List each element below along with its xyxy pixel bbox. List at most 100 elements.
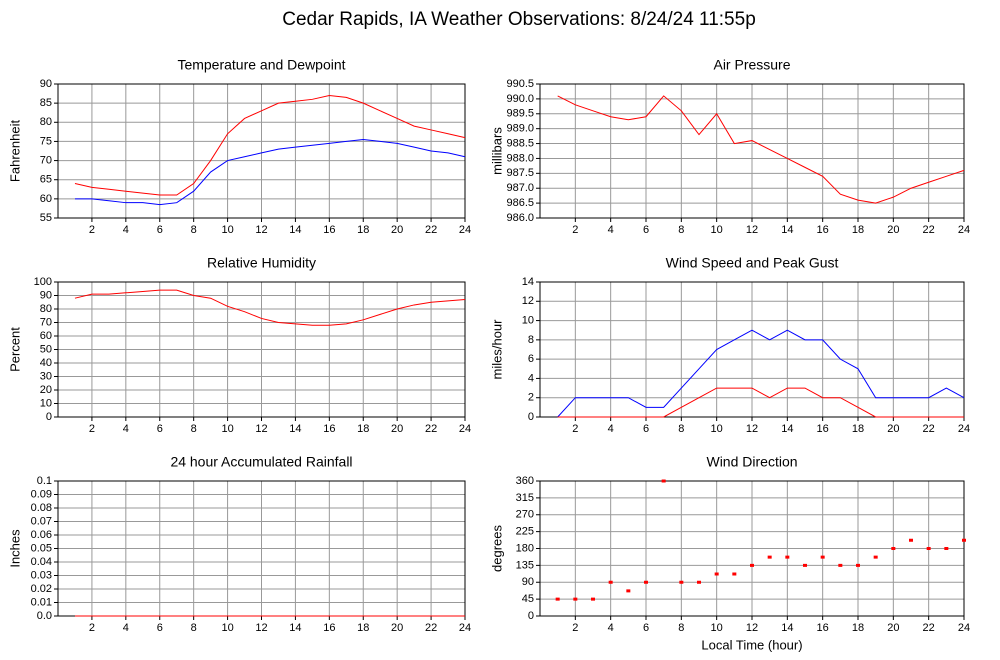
x-tick-label: 2 [572, 423, 578, 435]
x-tick-label: 10 [221, 423, 233, 435]
y-tick-label: 40 [40, 357, 52, 369]
x-tick-label: 6 [643, 622, 649, 634]
y-tick-label: 90 [40, 289, 52, 301]
panel-title: Air Pressure [713, 57, 790, 73]
y-tick-label: 988.5 [506, 137, 534, 149]
data-point [714, 572, 719, 576]
x-tick-label: 24 [958, 423, 970, 435]
y-tick-label: 14 [522, 276, 534, 288]
data-point [750, 563, 754, 567]
data-point [926, 547, 931, 550]
y-tick-label: 75 [40, 135, 52, 147]
x-tick-label: 18 [357, 622, 369, 634]
data-point [644, 580, 648, 584]
x-tick-label: 12 [746, 224, 758, 236]
x-tick-label: 24 [958, 224, 970, 236]
y-tick-label: 80 [40, 303, 52, 315]
x-tick-label: 4 [608, 224, 614, 236]
x-tick-label: 2 [572, 622, 578, 634]
y-tick-label: 0.09 [31, 488, 52, 500]
x-tick-label: 16 [817, 622, 829, 634]
y-tick-label: 0.05 [31, 542, 52, 554]
data-point [767, 555, 772, 559]
x-tick-label: 20 [391, 224, 403, 236]
data-point [573, 597, 578, 601]
x-tick-label: 8 [678, 622, 684, 634]
x-tick-label: 24 [459, 423, 471, 435]
x-tick-label: 4 [608, 622, 614, 634]
x-tick-label: 18 [357, 423, 369, 435]
x-tick-label: 22 [425, 224, 437, 236]
y-tick-label: 135 [516, 559, 534, 571]
y-tick-label: 90 [40, 78, 52, 90]
y-tick-label: 60 [40, 330, 52, 342]
x-tick-label: 2 [572, 224, 578, 236]
y-axis-label: Inches [7, 529, 22, 568]
x-tick-label: 14 [289, 622, 301, 634]
plot-frame [539, 480, 965, 617]
panel-title: Relative Humidity [207, 255, 316, 271]
y-tick-label: 55 [40, 212, 52, 224]
panel-title: Wind Speed and Peak Gust [666, 255, 839, 271]
x-tick-label: 22 [425, 423, 437, 435]
x-tick-label: 2 [89, 224, 95, 236]
x-tick-label: 18 [357, 224, 369, 236]
y-tick-label: 30 [40, 370, 52, 382]
x-tick-label: 10 [221, 622, 233, 634]
x-tick-label: 12 [746, 622, 758, 634]
data-line [557, 329, 965, 418]
x-tick-label: 8 [191, 423, 197, 435]
y-tick-label: 65 [40, 174, 52, 186]
x-tick-label: 8 [191, 224, 197, 236]
data-point [555, 597, 560, 601]
x-tick-label: 18 [852, 622, 864, 634]
x-tick-label: 6 [643, 423, 649, 435]
panel-title: Wind Direction [706, 454, 797, 470]
x-tick-label: 14 [781, 622, 793, 634]
x-tick-label: 18 [852, 423, 864, 435]
y-tick-label: 986.5 [506, 197, 534, 209]
y-tick-label: 0.01 [31, 596, 52, 608]
plot-frame [539, 281, 965, 418]
y-tick-label: 986.0 [506, 212, 534, 224]
data-point [838, 563, 843, 567]
y-tick-label: 70 [40, 316, 52, 328]
data-point [591, 597, 595, 601]
x-tick-label: 4 [123, 622, 129, 634]
x-tick-label: 10 [221, 224, 233, 236]
y-tick-label: 45 [522, 593, 534, 605]
y-tick-label: 987.0 [506, 182, 534, 194]
x-tick-label: 20 [391, 423, 403, 435]
y-tick-label: 990.0 [506, 93, 534, 105]
x-tick-label: 14 [289, 423, 301, 435]
y-tick-label: 85 [40, 97, 52, 109]
x-tick-label: 6 [157, 224, 163, 236]
data-point [679, 580, 684, 584]
y-tick-label: 0.06 [31, 529, 52, 541]
plot-frame [57, 83, 466, 219]
data-point [803, 563, 807, 567]
data-point [626, 589, 631, 593]
page-title: Cedar Rapids, IA Weather Observations: 8… [282, 9, 756, 30]
x-tick-label: 22 [425, 622, 437, 634]
data-line [557, 387, 964, 418]
y-tick-label: 987.5 [506, 167, 534, 179]
y-tick-label: 20 [40, 384, 52, 396]
data-point [785, 555, 790, 559]
x-tick-label: 14 [781, 224, 793, 236]
x-tick-label: 8 [678, 224, 684, 236]
x-tick-label: 20 [887, 224, 899, 236]
y-tick-label: 360 [516, 475, 534, 487]
y-tick-label: 180 [516, 542, 534, 554]
panel-title: 24 hour Accumulated Rainfall [170, 454, 352, 470]
y-tick-label: 10 [522, 314, 534, 326]
y-axis-label: miles/hour [489, 319, 504, 380]
panel-title: Temperature and Dewpoint [177, 57, 345, 73]
y-tick-label: 989.0 [506, 123, 534, 135]
y-tick-label: 12 [522, 295, 534, 307]
x-tick-label: 20 [391, 622, 403, 634]
x-tick-label: 18 [852, 224, 864, 236]
x-tick-label: 22 [923, 622, 935, 634]
data-line [557, 95, 965, 204]
